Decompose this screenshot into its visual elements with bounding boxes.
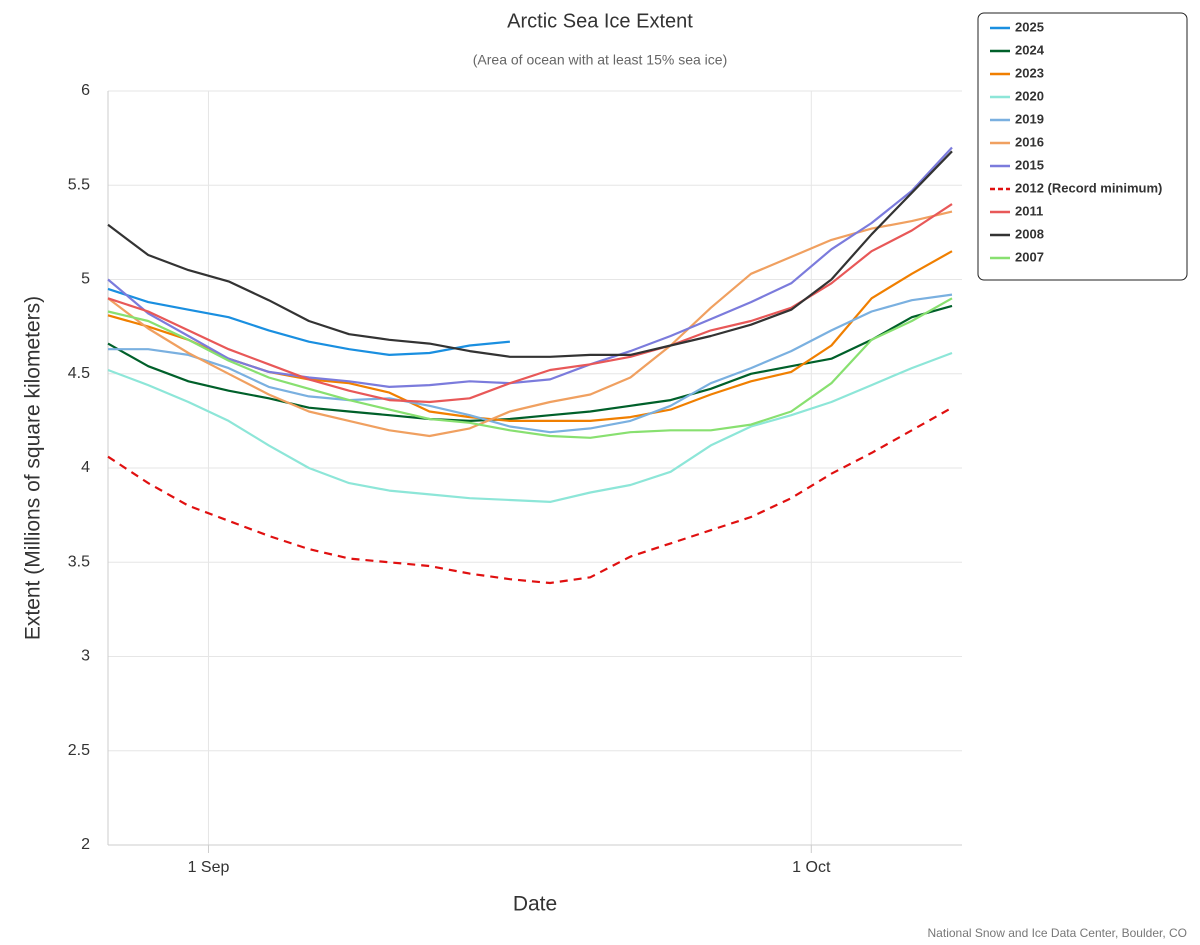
series-line — [107, 297, 953, 439]
legend-label: 2012 (Record minimum) — [1015, 180, 1162, 195]
legend-label: 2024 — [1015, 42, 1045, 57]
y-tick-label: 3 — [81, 648, 90, 665]
y-tick-label: 5.5 — [68, 176, 90, 193]
chart-title: Arctic Sea Ice Extent — [507, 10, 693, 32]
series-line — [107, 250, 953, 422]
series-line — [107, 287, 511, 356]
chart-subtitle: (Area of ocean with at least 15% sea ice… — [473, 52, 727, 68]
series-line — [107, 150, 953, 358]
series-line — [107, 304, 953, 422]
x-tick-label: 1 Oct — [792, 859, 831, 876]
y-tick-label: 3.5 — [68, 553, 90, 570]
y-tick-label: 4 — [81, 459, 90, 476]
y-tick-label: 5 — [81, 271, 90, 288]
legend-label: 2007 — [1015, 249, 1044, 264]
series-line — [107, 203, 953, 404]
legend-label: 2025 — [1015, 19, 1044, 34]
y-axis-label: Extent (Millions of square kilometers) — [22, 296, 45, 640]
legend-label: 2016 — [1015, 134, 1044, 149]
credit: National Snow and Ice Data Center, Bould… — [928, 926, 1187, 940]
legend-label: 2019 — [1015, 111, 1044, 126]
y-tick-label: 4.5 — [68, 365, 90, 382]
legend-box — [977, 12, 1188, 281]
series-line — [107, 210, 953, 438]
legend-label: 2020 — [1015, 88, 1044, 103]
legend-label: 2008 — [1015, 226, 1044, 241]
legend-label: 2011 — [1015, 203, 1043, 218]
x-tick-label: 1 Sep — [188, 859, 230, 876]
y-tick-label: 6 — [81, 82, 90, 99]
legend-label: 2015 — [1015, 157, 1044, 172]
y-tick-label: 2 — [81, 836, 90, 853]
x-axis-label: Date — [513, 893, 557, 916]
y-tick-label: 2.5 — [68, 742, 90, 759]
series-line — [107, 406, 953, 585]
series-line — [108, 293, 953, 434]
legend-label: 2023 — [1015, 65, 1044, 80]
series-line — [107, 146, 953, 388]
series-line — [107, 351, 953, 503]
